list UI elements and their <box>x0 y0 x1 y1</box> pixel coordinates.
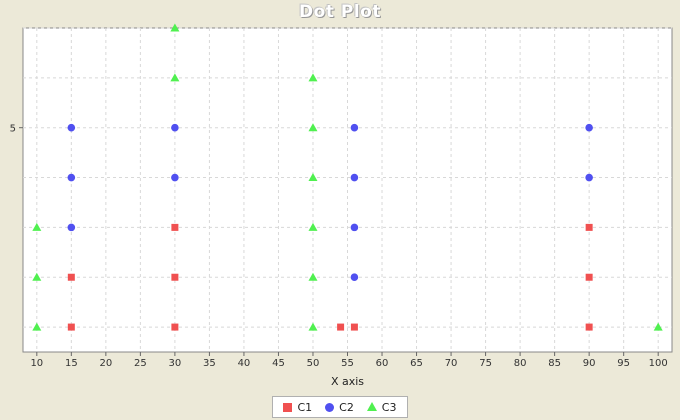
point-c3 <box>308 222 318 231</box>
point-c2 <box>171 123 179 132</box>
x-tick-label: 35 <box>203 358 216 369</box>
x-tick-label: 65 <box>410 358 423 369</box>
legend-item-c2: C2 <box>325 401 354 414</box>
point-c3 <box>308 173 318 182</box>
point-c3 <box>308 272 318 281</box>
legend-item-c1: C1 <box>283 401 312 414</box>
point-c3 <box>170 23 180 32</box>
point-c1 <box>171 273 179 281</box>
x-tick-label: 75 <box>479 358 492 369</box>
point-c1 <box>67 273 75 281</box>
legend-label: C2 <box>339 400 354 414</box>
point-c1 <box>171 223 179 231</box>
point-c2 <box>350 173 359 182</box>
x-axis-label: X axis <box>331 375 364 388</box>
grid-lines <box>23 27 672 352</box>
point-c2 <box>67 223 76 232</box>
x-tick-label: 80 <box>514 358 527 369</box>
x-tick-label: 100 <box>649 358 668 369</box>
chart-title: Dot Plot <box>299 2 381 22</box>
triangle-marker-icon <box>366 402 377 411</box>
point-c3 <box>653 322 663 331</box>
x-tick-label: 60 <box>376 358 389 369</box>
x-tick-label: 25 <box>134 358 147 369</box>
point-c3 <box>32 322 42 331</box>
point-c1 <box>67 323 75 331</box>
x-tick-label: 90 <box>583 358 596 369</box>
legend: C1 C2 C3 <box>272 396 408 418</box>
x-tick-label: 95 <box>617 358 630 369</box>
y-tick-label: 5 <box>10 124 16 135</box>
point-c3 <box>32 272 42 281</box>
x-tick-label: 30 <box>169 358 182 369</box>
point-c2 <box>585 173 593 182</box>
point-c1 <box>585 273 593 281</box>
point-c1 <box>585 323 593 331</box>
legend-label: C1 <box>297 400 313 414</box>
point-c3 <box>308 123 318 132</box>
point-c2 <box>350 123 359 132</box>
point-c2 <box>171 173 179 182</box>
point-c3 <box>308 73 318 82</box>
x-tick-label: 20 <box>99 358 112 369</box>
square-marker-icon <box>283 402 293 412</box>
x-tick-label: 50 <box>307 358 320 369</box>
point-c3 <box>32 222 42 231</box>
point-c2 <box>67 123 76 132</box>
x-tick-label: 70 <box>445 358 458 369</box>
x-tick-label: 10 <box>30 358 43 369</box>
point-c2 <box>350 223 359 232</box>
x-tick-label: 55 <box>341 358 354 369</box>
data-points <box>32 23 663 331</box>
point-c2 <box>350 273 359 282</box>
legend-item-c3: C3 <box>366 400 397 414</box>
x-tick-label: 85 <box>548 358 561 369</box>
point-c1 <box>350 323 358 331</box>
point-c2 <box>67 173 76 182</box>
point-c1 <box>585 223 593 231</box>
point-c1 <box>337 323 345 331</box>
x-tick-label: 45 <box>272 358 285 369</box>
axes: 10 15 20 25 30 35 40 45 50 55 60 65 70 75 80 85 90 95 100 5 <box>10 124 668 369</box>
x-tick-label: 40 <box>238 358 251 369</box>
point-c3 <box>170 73 180 82</box>
x-tick-label: 15 <box>65 358 78 369</box>
point-c3 <box>308 322 318 331</box>
circle-marker-icon <box>325 402 335 412</box>
point-c2 <box>585 123 593 132</box>
point-c1 <box>171 323 179 331</box>
legend-label: C3 <box>381 400 397 414</box>
